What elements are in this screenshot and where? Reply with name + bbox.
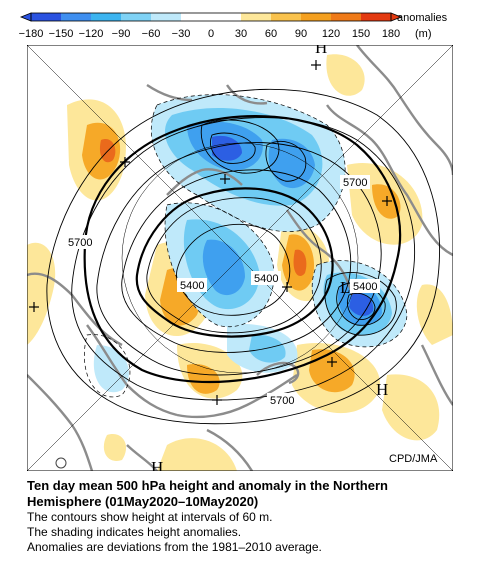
colorbar-tick-label: −120 — [79, 28, 104, 40]
colorbar-cell — [121, 13, 151, 21]
contour-label-5400-east: 5400 — [353, 281, 377, 293]
colorbar-cell — [301, 13, 331, 21]
caption-note-anomalies: Anomalies are deviations from the 1981–2… — [27, 540, 322, 554]
contour-label-5700-south: 5700 — [270, 395, 294, 407]
colorbar-cell — [31, 13, 61, 21]
colorbar-tick-label: −150 — [49, 28, 74, 40]
caption-note-contours: The contours show height at intervals of… — [27, 510, 273, 524]
colorbar-tick-label: 150 — [352, 28, 370, 40]
colorbar-cell — [181, 13, 211, 21]
colorbar-min-arrow — [19, 12, 32, 22]
hemisphere-map: 5700 5700 5700 5400 5400 5400 H H H L CP… — [27, 45, 453, 471]
colorbar-cell — [211, 13, 241, 21]
high-center-south: H — [151, 458, 163, 471]
anomaly-dashed-contours — [84, 94, 408, 398]
colorbar-tick-label: 120 — [322, 28, 340, 40]
colorbar-ticks: −180 −150 −120 −90 −60 −30 0 30 60 90 120 150 180 — [19, 28, 401, 40]
map-credit: CPD/JMA — [389, 453, 438, 465]
colorbar-cell — [91, 13, 121, 21]
high-center-southeast: H — [376, 380, 388, 399]
pole-circle — [55, 457, 67, 469]
colorbar-frame — [30, 12, 392, 22]
colorbar-tick-label: −90 — [112, 28, 131, 40]
colorbar-cell — [271, 13, 301, 21]
caption-title-line2: Hemisphere (01May2020–10May2020) — [27, 494, 259, 509]
caption-title-line1: Ten day mean 500 hPa height and anomaly … — [27, 478, 388, 493]
colorbar-tick-label: −60 — [142, 28, 161, 40]
peak-negative-anomaly-shading — [212, 135, 374, 316]
coastlines — [27, 45, 453, 471]
contour-label-group: 5700 5700 5700 5400 5400 5400 — [65, 175, 380, 407]
contour-label-5700-west: 5700 — [68, 237, 92, 249]
legend-label-anomalies: anomalies — [397, 12, 448, 24]
colorbar-cell — [361, 13, 391, 21]
high-center-north: H — [315, 45, 327, 57]
colorbar-tick-label: 0 — [208, 28, 214, 40]
contour-label-5700-east: 5700 — [343, 177, 367, 189]
colorbar-tick-label: 90 — [295, 28, 307, 40]
contour-label-5400-north: 5400 — [254, 273, 278, 285]
colorbar-tick-label: 60 — [265, 28, 277, 40]
caption-note-shading: The shading indicates height anomalies. — [27, 525, 242, 539]
colorbar-cells — [19, 12, 403, 22]
colorbar-tick-label: 180 — [382, 28, 400, 40]
colorbar-tick-label: −180 — [19, 28, 44, 40]
low-center-east: L — [340, 278, 350, 297]
colorbar-cell — [61, 13, 91, 21]
colorbar-cell — [151, 13, 181, 21]
anomaly-colorbar: −180 −150 −120 −90 −60 −30 0 30 60 90 120 150 180 an… — [19, 12, 448, 40]
reference-contours — [83, 115, 402, 384]
pressure-markers — [29, 60, 392, 405]
colorbar-tick-label: −30 — [172, 28, 191, 40]
colorbar-cell — [241, 13, 271, 21]
legend-label-units: (m) — [415, 28, 432, 40]
colorbar-cell — [331, 13, 361, 21]
contour-label-5400-center: 5400 — [180, 280, 204, 292]
colorbar-tick-label: 30 — [235, 28, 247, 40]
